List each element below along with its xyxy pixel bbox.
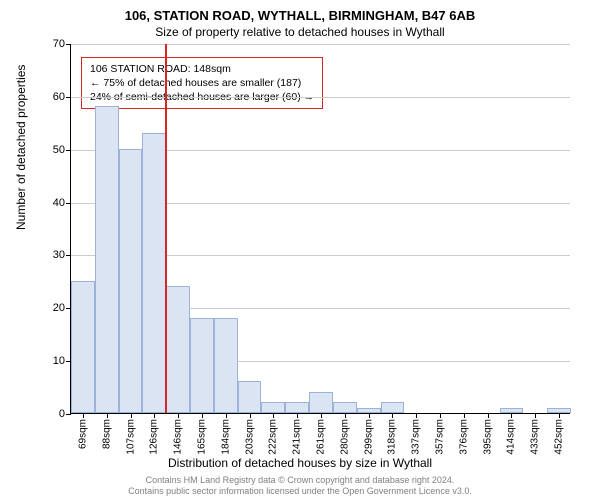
y-tick-label: 20 (53, 302, 65, 314)
x-tick-mark (535, 413, 536, 418)
grid-line (71, 97, 570, 98)
x-tick-mark (131, 413, 132, 418)
y-tick-mark (66, 97, 71, 98)
y-tick-mark (66, 150, 71, 151)
x-tick-label: 203sqm (244, 419, 255, 455)
x-tick-label: 452sqm (554, 419, 565, 455)
x-tick-mark (392, 413, 393, 418)
histogram-bar (261, 402, 285, 413)
histogram-bar (214, 318, 238, 413)
x-tick-mark (416, 413, 417, 418)
histogram-bar (142, 133, 166, 413)
x-tick-mark (202, 413, 203, 418)
footer-line2: Contains public sector information licen… (0, 486, 600, 498)
x-tick-mark (178, 413, 179, 418)
x-tick-mark (226, 413, 227, 418)
x-tick-label: 280sqm (339, 419, 350, 455)
x-tick-label: 107sqm (125, 419, 136, 455)
histogram-bar (238, 381, 262, 413)
x-tick-mark (440, 413, 441, 418)
x-tick-mark (464, 413, 465, 418)
y-tick-mark (66, 255, 71, 256)
x-tick-label: 376sqm (458, 419, 469, 455)
x-tick-mark (369, 413, 370, 418)
y-tick-label: 0 (59, 408, 65, 420)
x-tick-mark (488, 413, 489, 418)
x-tick-label: 241sqm (292, 419, 303, 455)
x-tick-mark (273, 413, 274, 418)
x-tick-label: 69sqm (77, 419, 88, 449)
histogram-bar (309, 392, 333, 413)
x-tick-mark (511, 413, 512, 418)
footer-line1: Contains HM Land Registry data © Crown c… (0, 475, 600, 487)
y-tick-mark (66, 44, 71, 45)
y-tick-label: 10 (53, 355, 65, 367)
x-tick-label: 299sqm (363, 419, 374, 455)
x-tick-mark (297, 413, 298, 418)
x-tick-mark (559, 413, 560, 418)
chart-title-main: 106, STATION ROAD, WYTHALL, BIRMINGHAM, … (0, 0, 600, 23)
x-tick-mark (154, 413, 155, 418)
x-tick-label: 88sqm (101, 419, 112, 449)
y-tick-label: 70 (53, 38, 65, 50)
x-tick-label: 261sqm (316, 419, 327, 455)
chart-footer: Contains HM Land Registry data © Crown c… (0, 475, 600, 498)
x-tick-label: 414sqm (506, 419, 517, 455)
x-tick-mark (107, 413, 108, 418)
x-tick-label: 357sqm (435, 419, 446, 455)
x-tick-mark (83, 413, 84, 418)
y-axis-label: Number of detached properties (14, 65, 28, 230)
y-tick-label: 30 (53, 249, 65, 261)
histogram-bar (333, 402, 357, 413)
histogram-bar (71, 281, 95, 413)
histogram-bar (381, 402, 405, 413)
x-tick-mark (250, 413, 251, 418)
y-tick-label: 60 (53, 91, 65, 103)
histogram-bar (119, 149, 143, 413)
chart-title-sub: Size of property relative to detached ho… (0, 23, 600, 39)
histogram-bar (285, 402, 309, 413)
x-tick-label: 222sqm (268, 419, 279, 455)
x-axis-label: Distribution of detached houses by size … (0, 456, 600, 470)
annotation-box: 106 STATION ROAD: 148sqm ← 75% of detach… (81, 57, 323, 110)
x-tick-label: 146sqm (173, 419, 184, 455)
histogram-bar (166, 286, 190, 413)
x-tick-label: 318sqm (387, 419, 398, 455)
x-tick-label: 126sqm (149, 419, 160, 455)
y-tick-label: 40 (53, 197, 65, 209)
x-tick-label: 395sqm (482, 419, 493, 455)
y-tick-mark (66, 203, 71, 204)
plot-area: 106 STATION ROAD: 148sqm ← 75% of detach… (70, 44, 570, 414)
x-tick-label: 337sqm (411, 419, 422, 455)
property-marker-line (165, 44, 167, 413)
x-tick-mark (345, 413, 346, 418)
x-tick-mark (321, 413, 322, 418)
histogram-bar (190, 318, 214, 413)
histogram-bar (95, 106, 119, 413)
x-tick-label: 165sqm (196, 419, 207, 455)
property-size-chart: 106, STATION ROAD, WYTHALL, BIRMINGHAM, … (0, 0, 600, 500)
y-tick-label: 50 (53, 144, 65, 156)
grid-line (71, 44, 570, 45)
y-tick-mark (66, 414, 71, 415)
x-tick-label: 433sqm (530, 419, 541, 455)
annotation-line2: ← 75% of detached houses are smaller (18… (90, 76, 314, 90)
x-tick-label: 184sqm (220, 419, 231, 455)
annotation-line1: 106 STATION ROAD: 148sqm (90, 62, 314, 76)
